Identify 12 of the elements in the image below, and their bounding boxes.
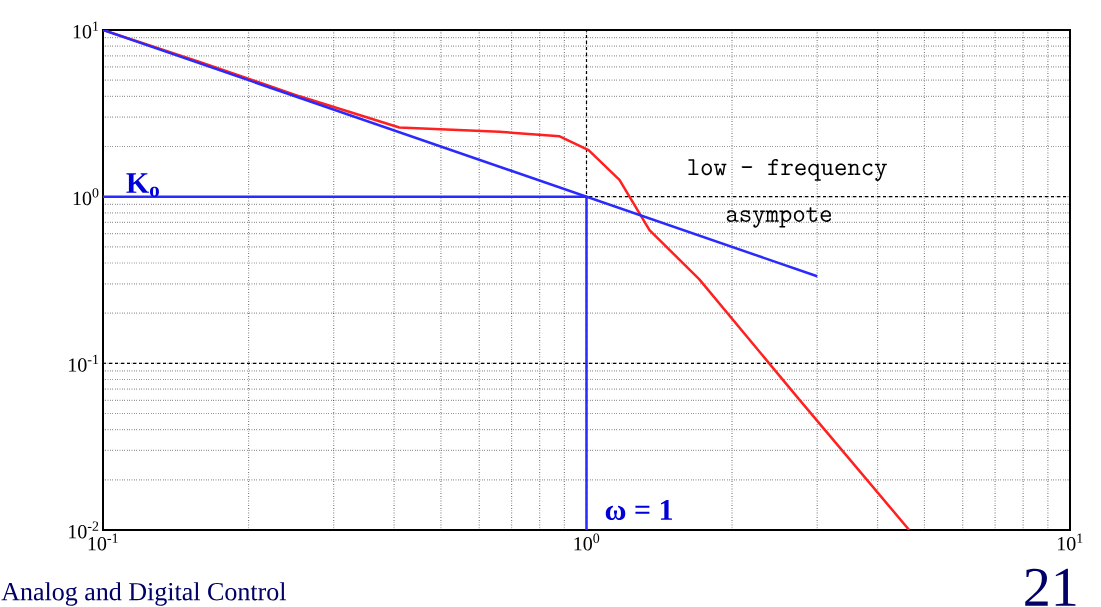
y-tick-label: 10$^{1}$: [73, 21, 99, 39]
text: 21: [1025, 568, 1076, 606]
y-tick-label: 10$^{-1}$: [69, 354, 99, 372]
x-tick-label: 10$^{0}$: [574, 533, 600, 551]
x-tick-label: 10$^{1}$: [1058, 533, 1083, 551]
y-tick-label: 10$^{0}$: [73, 188, 99, 206]
annotation: K$_{o}$: [126, 173, 159, 197]
annotation: asympote: [726, 207, 831, 228]
x-tick-label: 10$^{-1}$: [88, 533, 118, 551]
text: Analog and Digital Control: [1, 582, 286, 606]
annotation: ω = 1: [605, 499, 672, 521]
annotation: low – frequency: [688, 159, 887, 181]
